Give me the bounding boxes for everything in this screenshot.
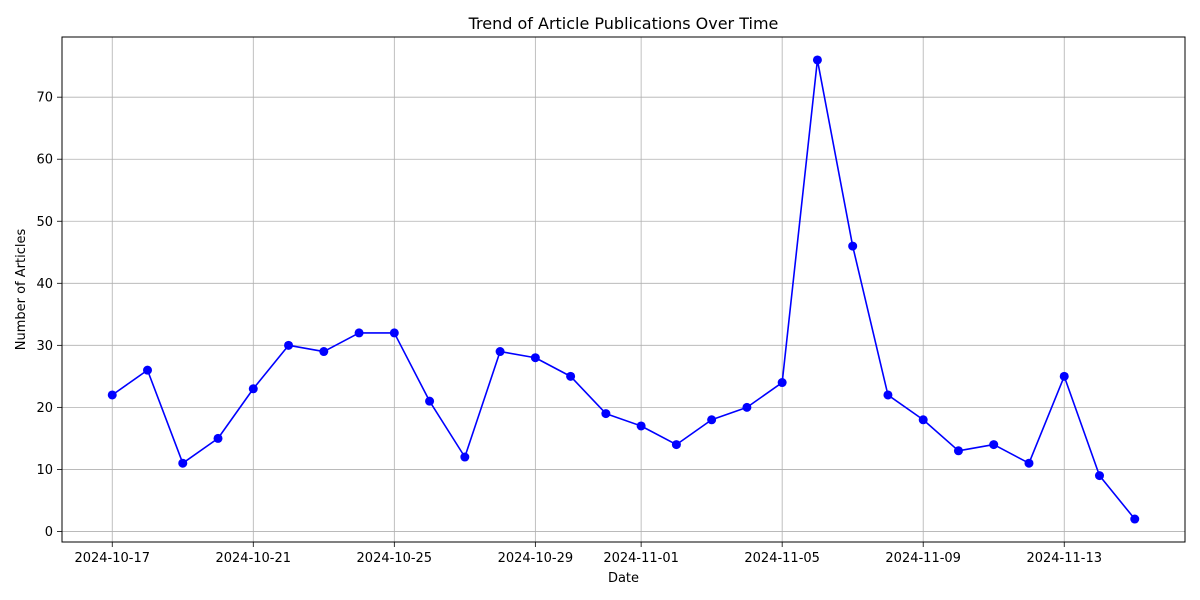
- chart-title: Trend of Article Publications Over Time: [468, 14, 779, 33]
- x-tick-label: 2024-10-29: [498, 551, 574, 566]
- data-point: [812, 55, 822, 65]
- x-tick-label: 2024-11-09: [885, 551, 961, 566]
- data-point: [601, 409, 611, 419]
- y-tick-label: 10: [36, 463, 53, 478]
- y-tick-label: 50: [36, 215, 53, 230]
- y-axis-label: Number of Articles: [14, 229, 29, 351]
- data-point: [1059, 371, 1069, 381]
- data-point: [389, 328, 399, 338]
- data-point: [1094, 471, 1104, 481]
- data-point: [742, 402, 752, 412]
- axis-ticks: 2024-10-17 2024-10-21 2024-10-25 2024-10-29…: [36, 91, 1102, 566]
- data-point: [354, 328, 364, 338]
- y-tick-label: 70: [36, 91, 53, 106]
- data-point: [989, 440, 999, 450]
- y-tick-label: 30: [36, 339, 53, 354]
- x-axis-label: Date: [608, 571, 639, 586]
- data-point: [636, 421, 646, 431]
- data-point: [143, 365, 153, 375]
- x-tick-label: 2024-10-25: [357, 551, 433, 566]
- plot-frame: [61, 36, 1186, 543]
- y-tick-label: 20: [36, 401, 53, 416]
- data-point: [918, 415, 928, 425]
- data-point: [848, 241, 858, 251]
- data-point: [1024, 458, 1034, 468]
- data-point: [178, 458, 188, 468]
- data-point: [566, 371, 576, 381]
- series-group: [107, 55, 1140, 524]
- data-point: [671, 440, 681, 450]
- y-tick-label: 40: [36, 277, 53, 292]
- data-point: [777, 378, 787, 388]
- y-tick-label: 60: [36, 153, 53, 168]
- grid-lines: [62, 37, 1185, 542]
- data-point: [883, 390, 893, 400]
- data-point: [953, 446, 963, 456]
- data-point: [213, 433, 223, 443]
- data-point: [495, 347, 505, 357]
- data-point: [284, 340, 294, 350]
- x-tick-label: 2024-11-05: [744, 551, 820, 566]
- data-point: [248, 384, 258, 394]
- data-point: [107, 390, 117, 400]
- x-tick-label: 2024-10-17: [74, 551, 150, 566]
- series-line: [111, 59, 1136, 520]
- data-point: [425, 396, 435, 406]
- data-point: [319, 347, 329, 357]
- data-point: [530, 353, 540, 363]
- data-point: [1130, 514, 1140, 524]
- data-point: [460, 452, 470, 462]
- x-tick-label: 2024-10-21: [215, 551, 291, 566]
- x-tick-label: 2024-11-13: [1026, 551, 1102, 566]
- y-tick-label: 0: [45, 525, 53, 540]
- data-point: [707, 415, 717, 425]
- x-tick-label: 2024-11-01: [603, 551, 679, 566]
